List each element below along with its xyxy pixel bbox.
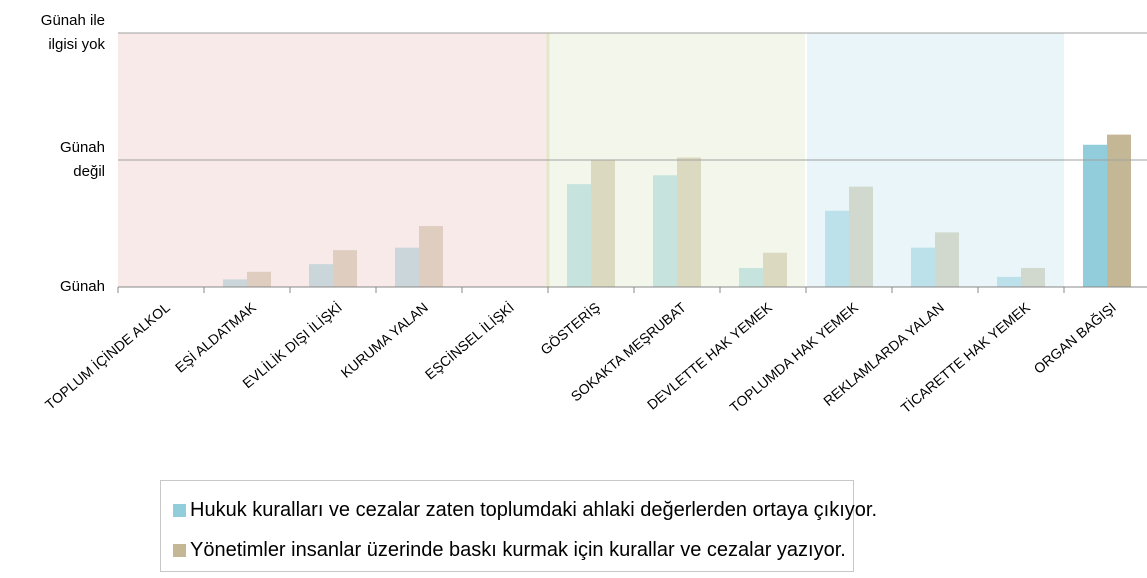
legend-item: Hukuk kuralları ve cezalar zaten toplumd…	[173, 499, 877, 522]
legend-swatch	[173, 544, 186, 557]
legend-label: Hukuk kuralları ve cezalar zaten toplumd…	[190, 499, 878, 521]
legend: Hukuk kuralları ve cezalar zaten toplumd…	[160, 480, 877, 572]
y-tick-label: Günah	[59, 278, 105, 295]
x-tick-label: EŞİ ALDATMAK	[171, 298, 259, 376]
x-tick-label: EŞCİNSEL İLİŞKİ	[421, 298, 517, 382]
x-tick-label: ORGAN BAĞIŞI	[1031, 299, 1119, 377]
y-tick-label: Günah değil	[59, 139, 105, 180]
legend-swatch	[173, 504, 186, 517]
legend-item: Yönetimler insanlar üzerinde baskı kurma…	[173, 539, 846, 562]
bar	[1107, 134, 1131, 287]
x-tick-label: KURUMA YALAN	[338, 299, 431, 381]
y-tick-label: Günah ile ilgisi yok	[40, 12, 105, 53]
x-tick-label: TOPLUM İÇİNDE ALKOL	[41, 298, 173, 413]
bar	[1083, 144, 1107, 287]
x-tick-label: GÖSTERİŞ	[537, 298, 603, 358]
legend-label: Yönetimler insanlar üzerinde baskı kurma…	[190, 539, 846, 561]
